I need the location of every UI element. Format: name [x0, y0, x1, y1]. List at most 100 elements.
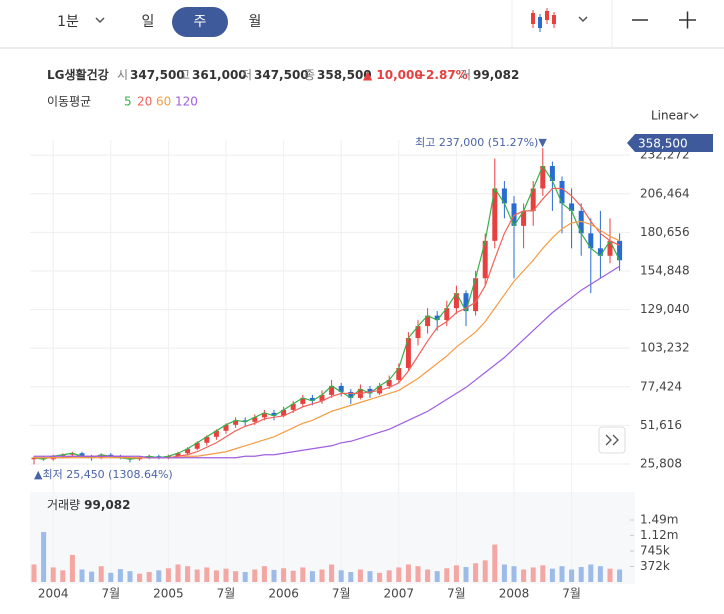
volume-bar [146, 572, 152, 582]
candle-body [300, 397, 306, 404]
volume-bar [415, 566, 421, 582]
ma-legend-entry: 20 [137, 95, 152, 109]
candle-body [578, 210, 584, 234]
candle-body [396, 367, 402, 380]
dropdown-chevron[interactable] [95, 17, 105, 24]
volume-bar [607, 568, 613, 582]
period-tab[interactable]: 월 [249, 14, 262, 30]
volume-tick-label: 745k [640, 543, 670, 557]
y-tick-label: 206,464 [640, 186, 690, 200]
volume-bar [357, 569, 363, 582]
period-tab[interactable]: 주 [194, 14, 207, 30]
scale-chevron[interactable] [689, 113, 699, 119]
candle-body [617, 240, 623, 261]
y-tick-label: 25,808 [640, 457, 682, 471]
price-change-pct: +2.87% [416, 68, 468, 82]
volume-bar [281, 568, 287, 582]
volume-value: 99,082 [84, 498, 130, 512]
volume-bar [377, 572, 383, 582]
candle-body [108, 454, 114, 457]
volume-bar [578, 567, 584, 582]
stock-name: LG생활건강 [47, 67, 109, 82]
period-selected-pill [172, 7, 228, 37]
candle-body [69, 453, 75, 455]
y-tick-label: 103,232 [640, 341, 690, 355]
y-tick-label: 77,424 [640, 379, 682, 393]
moving-average-line [34, 187, 620, 459]
volume-bar [348, 572, 354, 582]
volume-bar [501, 564, 507, 582]
volume-bar [79, 569, 85, 582]
candle-body [31, 457, 37, 460]
x-tick-label: 2005 [153, 587, 184, 601]
volume-bar [233, 571, 239, 582]
y-tick-label: 129,040 [640, 302, 690, 316]
x-tick-label: 7월 [101, 587, 120, 601]
volume-bar [204, 567, 210, 582]
moving-average-line [34, 265, 620, 459]
volume-bar [473, 563, 479, 582]
candle-body [79, 453, 85, 457]
candle-body [204, 436, 210, 443]
volume-bar [482, 560, 488, 582]
candle-body [530, 188, 536, 211]
volume-bar [175, 564, 181, 582]
volume-bar [530, 567, 536, 582]
volume-bar [108, 572, 114, 582]
field-label: 고 [179, 68, 190, 82]
field-value: 347,500 [254, 68, 309, 82]
candle-body [146, 456, 152, 458]
volume-bar [367, 571, 373, 582]
ma-legend-entry: 120 [175, 95, 198, 109]
volume-bar [300, 567, 306, 582]
x-tick-label: 7월 [562, 587, 581, 601]
candle-body [175, 453, 181, 457]
volume-bar [223, 568, 229, 582]
candle-body [156, 456, 162, 458]
volume-bar [463, 567, 469, 582]
candle-body [319, 394, 325, 401]
period-tab[interactable]: 1분 [57, 14, 79, 30]
candle-body [338, 385, 344, 392]
field-label: 종 [304, 68, 315, 82]
field-value: 361,000 [192, 68, 247, 82]
high-annotation: 최고 237,000 (51.27%)▼ [415, 136, 547, 149]
candle-body [540, 166, 546, 189]
volume-bar [597, 566, 603, 582]
volume-tick-label: 1.49m [640, 512, 678, 526]
zoom-in-button[interactable] [679, 11, 696, 29]
period-tab[interactable]: 일 [142, 14, 155, 30]
volume-bar [117, 569, 123, 582]
last-price-tag [627, 134, 713, 152]
candle-body [405, 338, 411, 368]
candle-body [463, 293, 469, 312]
volume-bar [185, 566, 191, 582]
x-tick-label: 2007 [384, 587, 415, 601]
candle-body [367, 388, 373, 394]
ma-legend-entry: 60 [156, 95, 171, 109]
volume-bar [31, 564, 37, 582]
ma-title: 이동평균 [47, 95, 91, 109]
candle-body [271, 412, 277, 416]
y-tick-label: 51,616 [640, 418, 682, 432]
candle-body [137, 457, 143, 460]
volume-bar [511, 566, 517, 582]
scroll-end-button[interactable] [598, 426, 626, 454]
candle-body [569, 203, 575, 211]
volume-bar [165, 568, 171, 582]
volume-bar [319, 569, 325, 582]
chart-type-chevron[interactable] [578, 16, 588, 23]
candle-body [213, 430, 219, 437]
volume-bar [540, 565, 546, 582]
scale-selector[interactable]: Linear [651, 109, 688, 123]
candle-body [41, 457, 47, 460]
chart-type-icon[interactable] [531, 8, 556, 32]
volume-title: 거래량 99,082 [47, 498, 130, 512]
volume-bar [127, 571, 133, 582]
candle-body [559, 180, 565, 204]
candle-body [348, 391, 354, 398]
volume-bar [396, 567, 402, 582]
volume-bar [213, 570, 219, 582]
